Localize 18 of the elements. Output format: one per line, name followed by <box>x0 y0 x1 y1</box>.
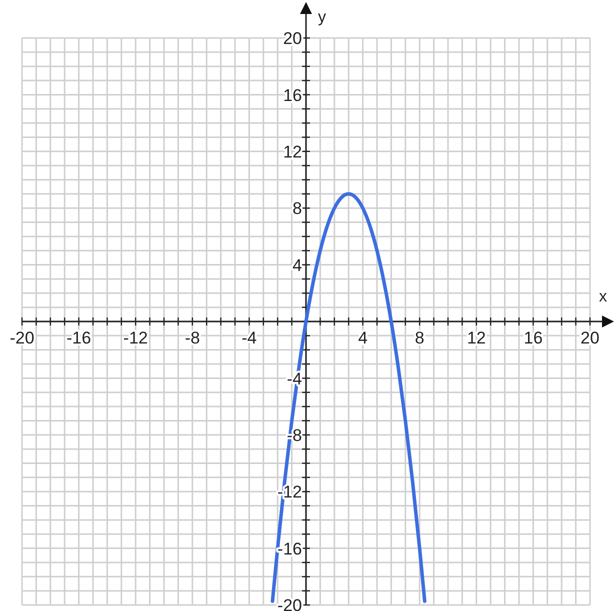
x-tick-label: -12 <box>123 328 148 348</box>
x-tick-label: 16 <box>524 328 543 348</box>
y-tick-label: 16 <box>283 86 302 105</box>
x-tick-label: -16 <box>66 328 92 348</box>
y-tick-label: -20 <box>277 596 302 611</box>
x-tick-label: 8 <box>414 328 424 348</box>
y-tick-label: 20 <box>283 29 302 48</box>
x-tick-label: 4 <box>358 328 368 348</box>
y-tick-label: 8 <box>292 199 302 218</box>
x-tick-label: 12 <box>466 328 486 348</box>
x-axis-title: x <box>599 288 607 306</box>
x-tick-label: 20 <box>580 328 600 348</box>
x-tick-label: -20 <box>10 328 34 348</box>
y-tick-label: 12 <box>283 142 302 162</box>
y-axis-title: y <box>318 9 326 26</box>
x-tick-label: -8 <box>184 328 200 348</box>
y-tick-label: 4 <box>292 256 302 275</box>
x-tick-label: -4 <box>242 328 257 348</box>
